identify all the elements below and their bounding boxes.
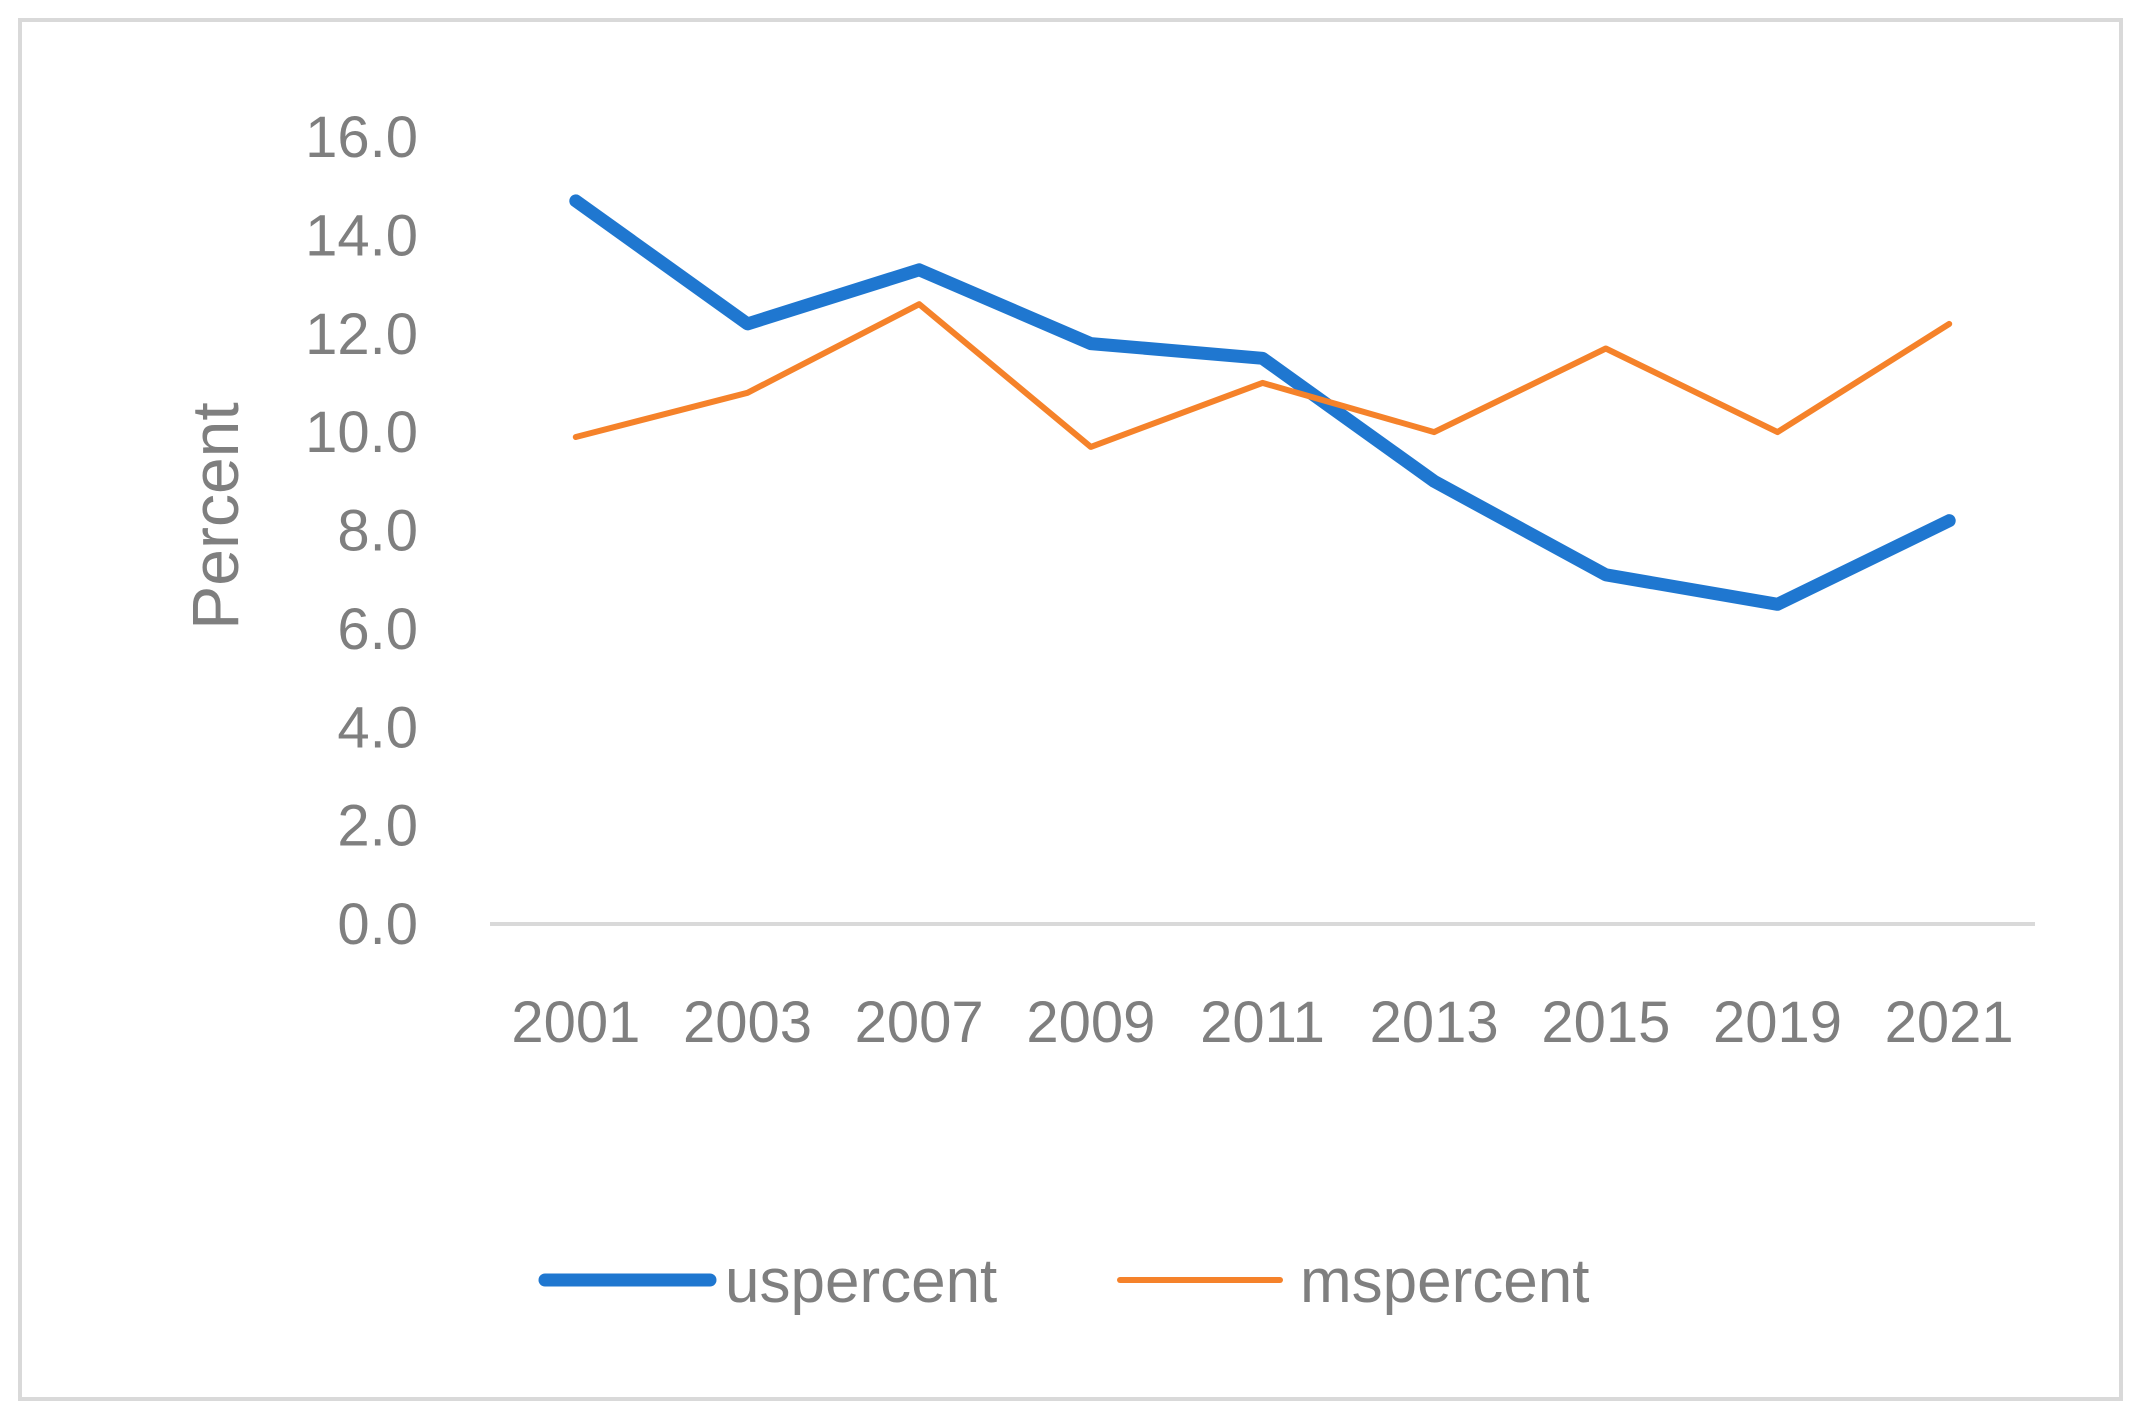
y-tick-label: 2.0 xyxy=(337,794,418,859)
y-tick-label: 6.0 xyxy=(337,597,418,662)
y-tick-label: 8.0 xyxy=(337,499,418,564)
x-tick-label: 2019 xyxy=(1713,990,1842,1055)
y-tick-label: 16.0 xyxy=(305,105,418,170)
x-tick-label: 2009 xyxy=(1026,990,1155,1055)
x-tick-label: 2001 xyxy=(511,990,640,1055)
x-tick-label: 2013 xyxy=(1370,990,1499,1055)
y-axis-ticks: 0.0 2.0 4.0 6.0 8.0 10.0 12.0 14.0 16.0 xyxy=(305,105,418,957)
legend-label-uspercent: uspercent xyxy=(725,1247,997,1316)
x-tick-label: 2003 xyxy=(683,990,812,1055)
y-tick-label: 4.0 xyxy=(337,695,418,760)
x-axis-ticks: 2001 2003 2007 2009 2011 2013 2015 2019 2021 xyxy=(511,990,2013,1055)
y-tick-label: 10.0 xyxy=(305,400,418,465)
legend-label-mspercent: mspercent xyxy=(1300,1247,1589,1316)
x-tick-label: 2021 xyxy=(1885,990,2014,1055)
y-tick-label: 0.0 xyxy=(337,892,418,957)
y-tick-label: 12.0 xyxy=(305,302,418,367)
legend: uspercent mspercent xyxy=(538,1247,1589,1316)
series-line-mspercent xyxy=(572,301,1953,450)
x-tick-label: 2007 xyxy=(855,990,984,1055)
x-tick-label: 2015 xyxy=(1541,990,1670,1055)
y-axis-title: Percent xyxy=(178,402,252,629)
y-tick-label: 14.0 xyxy=(305,203,418,268)
series-line-uspercent xyxy=(569,194,1956,611)
series-layer xyxy=(569,194,1956,611)
chart-frame xyxy=(18,18,2123,1401)
x-tick-label: 2011 xyxy=(1200,990,1325,1055)
